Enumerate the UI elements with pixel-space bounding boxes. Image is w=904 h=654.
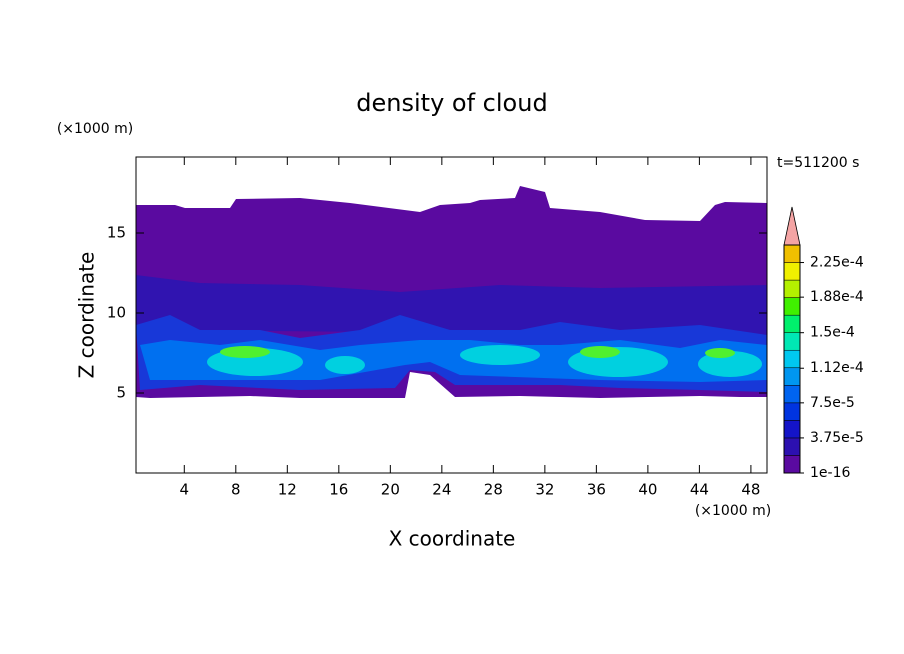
colorbar-band: [783, 385, 801, 404]
x-tick-label: 24: [432, 481, 451, 499]
colorbar-band: [783, 402, 801, 421]
annotation: t=511200 s: [777, 155, 859, 171]
colorbar-band: [783, 297, 801, 316]
x-tick-label: 40: [638, 481, 657, 499]
colorbar-tick-label: 1e-16: [810, 465, 850, 481]
x-tick-label: 32: [535, 481, 554, 499]
colorbar-band: [783, 332, 801, 351]
x-unit: (×1000 m): [695, 503, 771, 519]
colorbar-band: [783, 367, 801, 386]
cloud-core: [220, 346, 270, 358]
colorbar-tick-label: 1.12e-4: [810, 360, 864, 376]
y-tick-label: 15: [107, 224, 126, 242]
x-tick-label: 4: [180, 481, 190, 499]
x-tick-label: 12: [278, 481, 297, 499]
cloud-layer: [136, 275, 767, 335]
cloud-core: [705, 348, 735, 358]
colorbar-band: [783, 455, 801, 474]
y-axis-label: Z coordinate: [75, 252, 99, 379]
colorbar-band: [783, 262, 801, 281]
x-tick-label: 48: [741, 481, 760, 499]
x-tick-label: 44: [690, 481, 709, 499]
colorbar-band: [783, 244, 801, 263]
y-unit: (×1000 m): [57, 121, 133, 137]
colorbar-band: [783, 349, 801, 369]
plot-frame: [135, 156, 768, 474]
colorbar-extend: [783, 206, 801, 246]
colorbar-band: [783, 279, 801, 298]
contour-field: [136, 186, 767, 398]
cloud-core: [580, 346, 620, 358]
cloud-core: [325, 356, 365, 374]
colorbar-tick-label: 1.88e-4: [810, 289, 864, 305]
colorbar-tick-label: 3.75e-5: [810, 430, 864, 446]
x-tick-label: 28: [484, 481, 503, 499]
x-axis-label: X coordinate: [389, 527, 516, 551]
x-tick-label: 16: [329, 481, 348, 499]
x-tick-label: 20: [381, 481, 400, 499]
y-tick-label: 5: [116, 384, 126, 402]
x-tick-label: 8: [231, 481, 241, 499]
colorbar-band: [783, 437, 801, 456]
colorbar-band: [783, 314, 801, 333]
y-tick-label: 10: [107, 304, 126, 322]
x-tick-label: 36: [587, 481, 606, 499]
colorbar-frame: [783, 244, 801, 474]
chart-title: density of cloud: [356, 89, 547, 117]
colorbar-tick-label: 2.25e-4: [810, 255, 864, 271]
colorbar-tick-label: 1.5e-4: [810, 325, 855, 341]
colorbar-band: [783, 420, 801, 439]
cloud-core: [460, 345, 540, 365]
colorbar-tick-label: 7.5e-5: [810, 395, 855, 411]
